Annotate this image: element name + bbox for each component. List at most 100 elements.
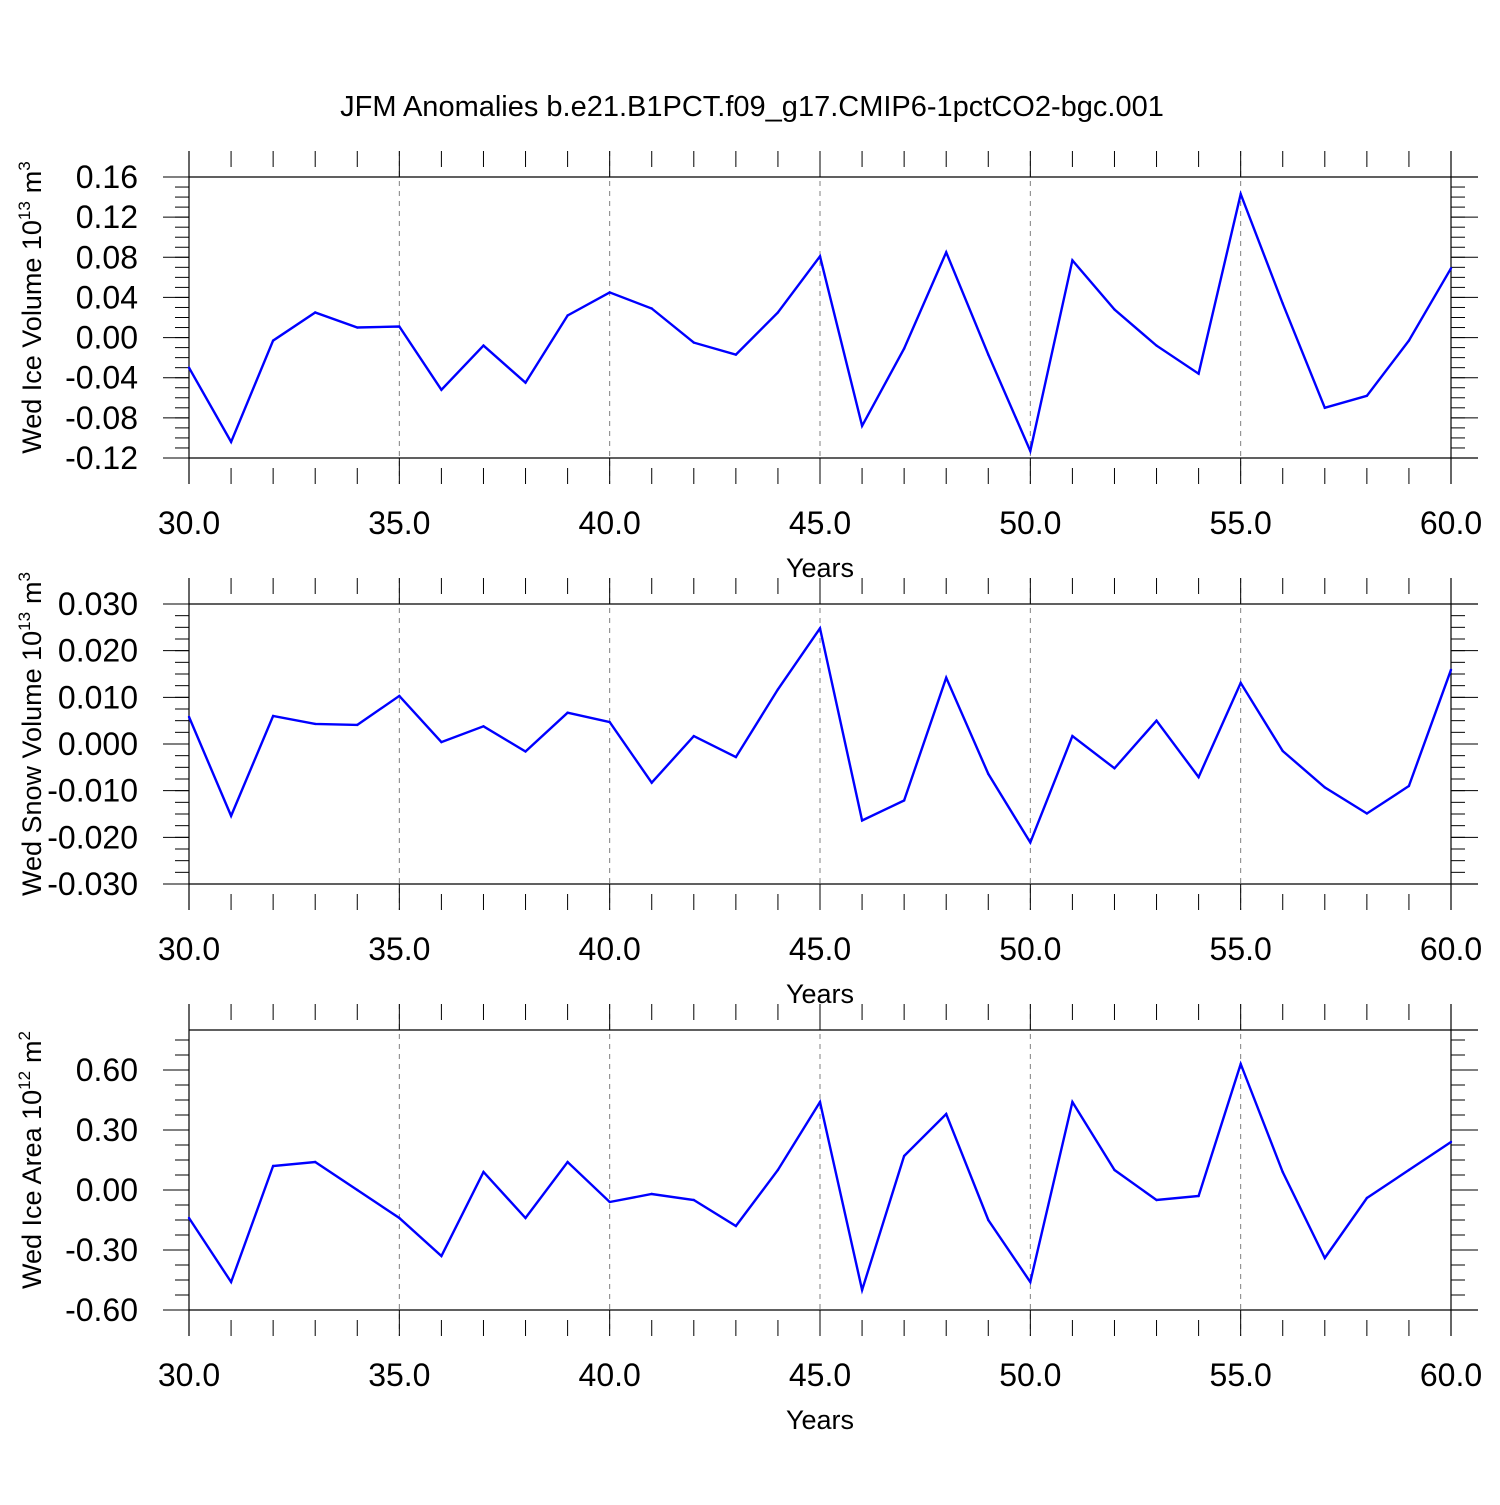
data-point [902, 799, 906, 802]
panel-2: 30.0 35.0 40.0 45.0 50.0 55.0 60.0Years-0.030-… [15, 572, 1482, 1009]
y-tick-label: 0.08 [76, 239, 138, 275]
data-point [734, 1224, 738, 1228]
data-point [1323, 1256, 1327, 1260]
data-point [271, 714, 275, 718]
data-point [987, 1218, 990, 1222]
y-tick-label: 0.12 [76, 199, 138, 235]
data-point [1197, 372, 1200, 375]
data-point [314, 311, 317, 314]
x-tick-label: 40.0 [579, 931, 641, 967]
data-point [482, 1170, 485, 1174]
data-point [566, 711, 569, 714]
data-point [1029, 1280, 1032, 1284]
y-tick-label: -0.04 [65, 360, 138, 396]
y-axis-label-unit-exp: 2 [15, 1031, 34, 1040]
y-tick-label: -0.030 [47, 866, 138, 902]
data-point [1155, 1198, 1158, 1202]
data-point [356, 326, 359, 329]
data-point [945, 1112, 948, 1116]
x-tick-label: 35.0 [368, 931, 430, 967]
data-point [398, 1216, 401, 1220]
data-point [440, 388, 443, 391]
y-axis-label-main: Wed Ice Volume 10 [17, 220, 47, 454]
data-point [1239, 681, 1242, 685]
data-point [440, 1254, 443, 1258]
data-point [1449, 267, 1453, 270]
data-point [566, 1160, 569, 1164]
data-point [692, 341, 695, 344]
data-point [734, 755, 738, 759]
y-axis-label-main: Wed Ice Area 10 [17, 1090, 47, 1289]
data-point [1449, 668, 1453, 671]
y-axis-label-unit: m [17, 581, 47, 604]
x-tick-label: 30.0 [158, 505, 220, 541]
y-tick-label: -0.12 [65, 440, 138, 476]
x-tick-label: 60.0 [1420, 931, 1482, 967]
x-axis-label: Years [786, 1405, 854, 1435]
data-point [1365, 812, 1369, 815]
x-tick-label: 40.0 [579, 1357, 641, 1393]
data-point [1239, 1062, 1242, 1066]
data-point [356, 723, 359, 727]
y-axis-label-exp: 13 [15, 612, 34, 631]
data-point [1407, 1168, 1411, 1172]
x-tick-label: 45.0 [789, 931, 851, 967]
data-point [1365, 1196, 1369, 1200]
data-point [818, 255, 822, 258]
y-tick-label: -0.08 [65, 400, 138, 436]
data-point [1071, 259, 1074, 262]
data-point [692, 1198, 695, 1202]
data-point [902, 1154, 906, 1158]
y-tick-label: -0.020 [47, 819, 138, 855]
y-axis-label: Wed Snow Volume 1013 m3 [15, 572, 47, 896]
x-tick-label: 55.0 [1210, 505, 1272, 541]
y-tick-label: 0.16 [76, 159, 138, 195]
data-point [1407, 784, 1411, 788]
data-point [398, 694, 401, 698]
data-point [650, 307, 653, 310]
data-point [902, 347, 906, 350]
data-point [776, 1168, 780, 1172]
x-tick-label: 35.0 [368, 505, 430, 541]
x-tick-label: 45.0 [789, 505, 851, 541]
data-point [440, 740, 443, 744]
data-point [1113, 308, 1116, 311]
x-tick-label: 60.0 [1420, 1357, 1482, 1393]
y-tick-label: 0.30 [76, 1112, 138, 1148]
data-point [187, 715, 191, 719]
data-point [987, 772, 990, 776]
data-point [1323, 406, 1327, 410]
data-point [187, 366, 191, 369]
data-point [650, 1192, 653, 1196]
data-point [1155, 719, 1158, 722]
y-tick-label: 0.000 [58, 726, 138, 762]
data-point [860, 819, 864, 822]
data-point [1449, 1140, 1453, 1144]
y-axis-label-exp: 12 [15, 1071, 34, 1090]
data-point [314, 722, 317, 726]
data-point [860, 1288, 864, 1292]
data-point [1281, 749, 1284, 753]
data-point [860, 424, 864, 428]
data-point [1197, 775, 1200, 779]
data-point [692, 734, 695, 738]
data-point [608, 1200, 611, 1204]
data-point [1281, 302, 1284, 305]
data-point [608, 720, 611, 724]
data-point [482, 725, 485, 728]
x-tick-label: 50.0 [999, 1357, 1061, 1393]
y-tick-label: 0.030 [58, 586, 138, 622]
data-point [1071, 734, 1074, 738]
y-axis-label-main: Wed Snow Volume 10 [17, 631, 47, 896]
x-tick-label: 40.0 [579, 505, 641, 541]
data-point [398, 325, 401, 328]
data-point [734, 353, 738, 356]
y-axis-label: Wed Ice Area 1012 m2 [15, 1031, 47, 1289]
data-point [945, 676, 948, 679]
data-point [524, 381, 527, 384]
data-point [818, 627, 822, 630]
data-point [229, 440, 233, 444]
data-point [566, 314, 569, 317]
data-point [524, 1216, 527, 1220]
y-tick-label: -0.30 [65, 1232, 138, 1268]
